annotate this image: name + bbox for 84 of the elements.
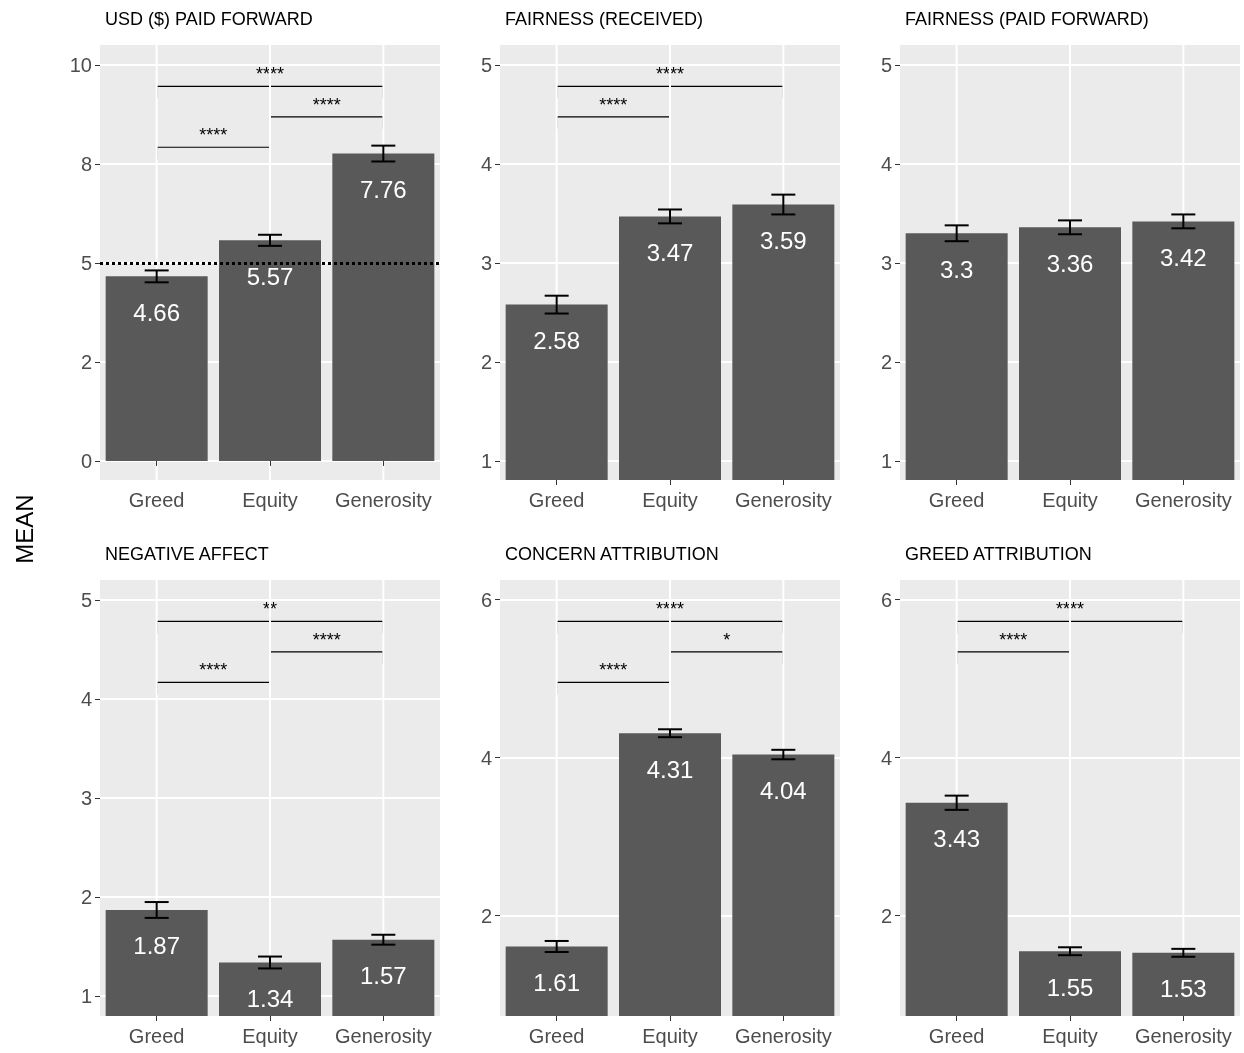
annotation: **** bbox=[599, 660, 628, 681]
data-label: 2.58 bbox=[533, 327, 581, 355]
data-label: 4.66 bbox=[133, 298, 181, 326]
data-label: 3.3 bbox=[939, 255, 974, 283]
data-label: 1.87 bbox=[133, 932, 181, 960]
y-tick-label: 4 bbox=[480, 746, 492, 769]
x-tick-label: Greed bbox=[128, 1025, 185, 1047]
chart-title: USD ($) PAID FORWARD bbox=[105, 9, 313, 29]
annotation: **** bbox=[312, 94, 341, 115]
y-tick-label: 2 bbox=[480, 351, 492, 374]
data-label: 4.31 bbox=[646, 755, 694, 783]
y-tick-label: 5 bbox=[80, 251, 92, 274]
bar bbox=[219, 240, 321, 461]
data-label: 5.57 bbox=[246, 262, 294, 290]
y-tick-label: 1 bbox=[880, 450, 892, 473]
data-label: 3.59 bbox=[759, 227, 807, 255]
y-tick-label: 4 bbox=[880, 152, 892, 175]
y-tick-label: 10 bbox=[69, 53, 92, 76]
x-tick-label: Equity bbox=[1042, 1025, 1098, 1047]
y-tick-label: 5 bbox=[880, 53, 892, 76]
bar bbox=[105, 276, 208, 461]
x-tick-label: Generosity bbox=[334, 1025, 432, 1047]
x-tick-label: Greed bbox=[928, 489, 985, 511]
x-tick-label: Equity bbox=[1042, 489, 1098, 511]
y-tick-label: 6 bbox=[480, 588, 492, 611]
x-tick-label: Generosity bbox=[1134, 489, 1232, 511]
y-axis-title: MEAN bbox=[11, 493, 39, 566]
x-tick-label: Equity bbox=[242, 1025, 298, 1047]
y-tick-label: 0 bbox=[80, 449, 92, 472]
x-tick-label: Equity bbox=[642, 1025, 698, 1047]
data-label: 1.55 bbox=[1046, 973, 1094, 1001]
annotation: **** bbox=[199, 125, 228, 146]
chart-title: FAIRNESS (PAID FORWARD) bbox=[905, 9, 1149, 29]
y-tick-label: 2 bbox=[80, 886, 92, 909]
y-tick-label: 3 bbox=[480, 252, 492, 274]
annotation: **** bbox=[255, 64, 285, 85]
annotation: * bbox=[723, 629, 731, 650]
x-tick-label: Generosity bbox=[734, 489, 832, 511]
data-label: 3.47 bbox=[646, 238, 694, 266]
annotation: **** bbox=[655, 599, 685, 620]
x-tick-label: Equity bbox=[642, 489, 698, 511]
y-tick-label: 5 bbox=[80, 588, 92, 611]
bar bbox=[332, 153, 435, 461]
y-tick-label: 4 bbox=[80, 687, 92, 710]
x-tick-label: Greed bbox=[528, 489, 585, 511]
x-tick-label: Generosity bbox=[734, 1025, 832, 1047]
x-tick-label: Generosity bbox=[334, 489, 432, 511]
data-label: 3.42 bbox=[1159, 243, 1207, 271]
y-tick-label: 1 bbox=[80, 985, 92, 1008]
y-tick-label: 2 bbox=[480, 904, 492, 927]
data-label: 1.53 bbox=[1159, 975, 1207, 1003]
y-tick-label: 3 bbox=[80, 787, 92, 809]
data-label: 3.36 bbox=[1046, 249, 1094, 277]
x-tick-label: Greed bbox=[128, 489, 185, 511]
y-tick-label: 1 bbox=[480, 450, 492, 473]
y-tick-label: 5 bbox=[480, 53, 492, 76]
data-label: 1.34 bbox=[246, 984, 294, 1012]
y-tick-label: 4 bbox=[880, 746, 892, 769]
y-tick-label: 3 bbox=[880, 252, 892, 274]
data-label: 7.76 bbox=[359, 176, 407, 204]
data-label: 1.61 bbox=[533, 968, 581, 996]
annotation: **** bbox=[312, 629, 341, 650]
chart-title: FAIRNESS (RECEIVED) bbox=[505, 9, 704, 29]
x-tick-label: Equity bbox=[242, 489, 298, 511]
annotation: **** bbox=[199, 660, 228, 681]
data-label: 1.57 bbox=[359, 962, 407, 990]
y-tick-label: 2 bbox=[880, 351, 892, 374]
data-label: 3.43 bbox=[933, 825, 981, 853]
annotation: **** bbox=[599, 94, 628, 115]
chart-title: GREED ATTRIBUTION bbox=[905, 544, 1092, 564]
annotation: **** bbox=[1055, 599, 1085, 620]
y-tick-label: 2 bbox=[80, 350, 92, 373]
x-tick-label: Greed bbox=[928, 1025, 985, 1047]
y-tick-label: 6 bbox=[880, 588, 892, 611]
annotation: **** bbox=[655, 64, 685, 85]
chart-title: CONCERN ATTRIBUTION bbox=[505, 544, 719, 564]
x-tick-label: Generosity bbox=[1134, 1025, 1232, 1047]
y-tick-label: 8 bbox=[80, 152, 92, 175]
y-tick-label: 2 bbox=[880, 904, 892, 927]
data-label: 4.04 bbox=[759, 777, 807, 805]
x-tick-label: Greed bbox=[528, 1025, 585, 1047]
y-tick-label: 4 bbox=[480, 152, 492, 175]
chart-title: NEGATIVE AFFECT bbox=[105, 544, 269, 564]
annotation: **** bbox=[999, 629, 1028, 650]
